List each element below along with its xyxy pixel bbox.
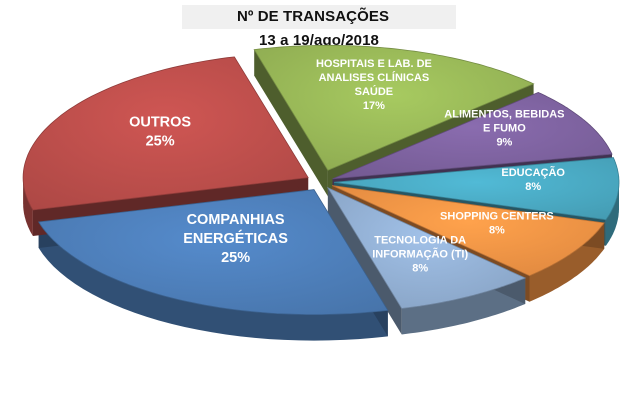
slice-wall — [401, 278, 526, 335]
slice-percent: 25% — [146, 134, 175, 150]
slice-label-line: HOSPITAIS E LAB. DE — [316, 58, 432, 70]
slice-label-6: OUTROS 25% — [129, 115, 191, 150]
slice-2 — [333, 157, 620, 221]
slice-wall — [605, 182, 619, 246]
slice-label-line: SAÚDE — [355, 85, 394, 98]
slice-label-4: TECNOLOGIA DA INFORMAÇÃO (TI) 8% — [372, 235, 468, 275]
slice-label-3: SHOPPING CENTERS 8% — [440, 210, 554, 236]
pie-slices — [22, 44, 620, 315]
slice-label-line: EDUCAÇÃO — [501, 166, 565, 179]
slice-label-line: INFORMAÇÃO (TI) — [372, 248, 468, 261]
slice-label-line: TECNOLOGIA DA — [374, 235, 466, 247]
slice-label-line: ANALISES CLÍNICAS — [319, 71, 430, 84]
slice-percent: 25% — [221, 250, 250, 266]
slice-0 — [253, 44, 535, 171]
slice-label-line: ENERGÉTICAS — [183, 230, 288, 247]
chart-subtitle: 13 a 19/ago/2018 — [258, 32, 380, 49]
slice-label-line: OUTROS — [129, 115, 191, 131]
chart-title: Nº DE TRANSAÇÕES — [236, 8, 390, 25]
slice-wall — [529, 222, 605, 302]
slice-label-line: ALIMENTOS, BEBIDAS — [444, 109, 564, 121]
slice-label-2: EDUCAÇÃO 8% — [501, 166, 565, 193]
slice-percent: 8% — [525, 181, 541, 193]
slice-5 — [38, 189, 389, 315]
slice-label-line: E FUMO — [483, 123, 526, 135]
chart-title-box: Nº DE TRANSAÇÕES 13 a 19/ago/2018 — [182, 5, 456, 49]
slice-labels: HOSPITAIS E LAB. DE ANALISES CLÍNICAS SAÚD… — [129, 58, 565, 275]
slice-percent: 17% — [363, 100, 385, 112]
slice-3 — [332, 185, 605, 277]
slice-label-5: COMPANHIAS ENERGÉTICAS 25% — [183, 212, 288, 266]
slice-label-1: ALIMENTOS, BEBIDAS E FUMO 9% — [444, 109, 564, 149]
slice-6 — [22, 56, 309, 211]
slice-4 — [326, 186, 527, 309]
slice-percent: 9% — [496, 137, 512, 149]
slice-edge-wall — [254, 49, 328, 197]
slice-wall — [38, 222, 388, 341]
slice-1 — [332, 91, 613, 180]
slice-percent: 8% — [489, 224, 505, 236]
slice-label-line: COMPANHIAS — [187, 212, 285, 228]
slice-label-0: HOSPITAIS E LAB. DE ANALISES CLÍNICAS SAÚD… — [316, 58, 432, 112]
slice-wall — [23, 177, 33, 236]
slice-label-line: SHOPPING CENTERS — [440, 210, 554, 222]
slice-percent: 8% — [412, 263, 428, 275]
slice-edge-wall — [327, 187, 402, 335]
